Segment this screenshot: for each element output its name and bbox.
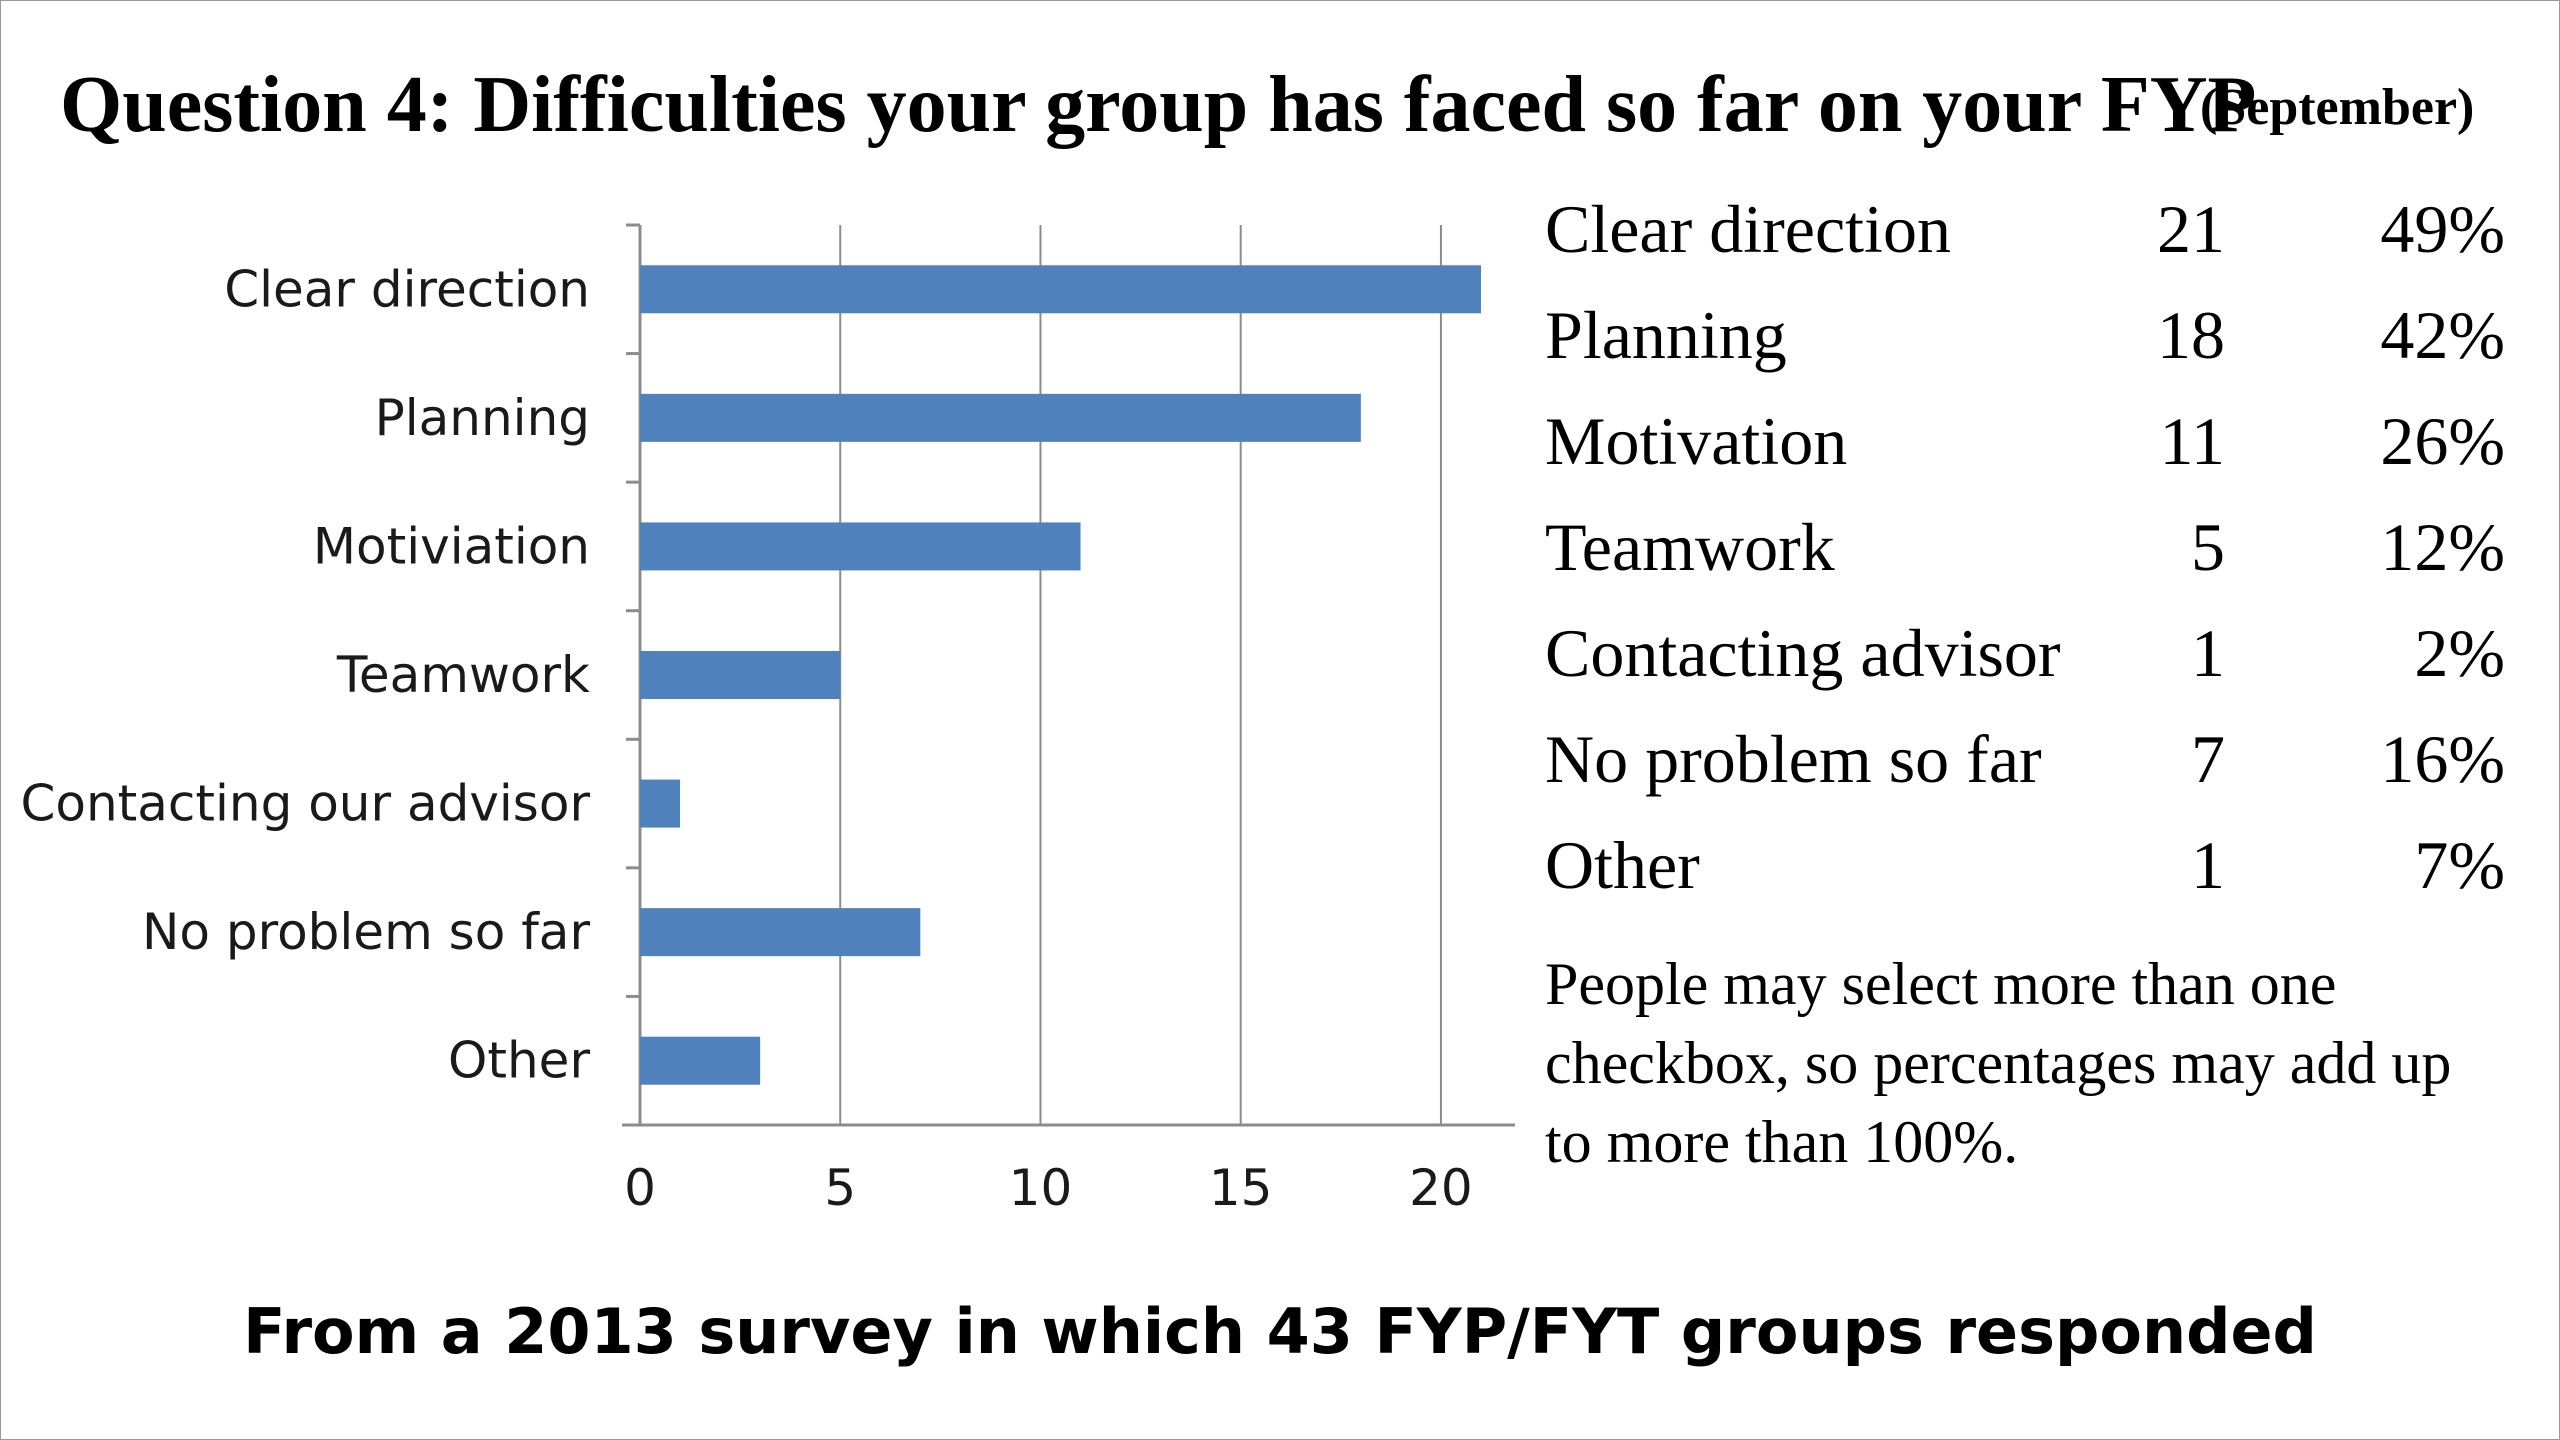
bar bbox=[640, 1036, 761, 1085]
table-row: Other 1 7% bbox=[1545, 826, 2505, 932]
bar bbox=[640, 779, 681, 828]
category-label: Planning bbox=[375, 389, 590, 447]
bar bbox=[640, 393, 1361, 442]
x-tick-label: 0 bbox=[624, 1159, 656, 1217]
row-percent: 42% bbox=[2380, 297, 2505, 373]
x-tick-label: 20 bbox=[1409, 1159, 1473, 1217]
row-count: 5 bbox=[2191, 509, 2225, 585]
row-label: Teamwork bbox=[1545, 509, 1835, 585]
bar-chart: Clear direction Planning Motiviation Teamwo… bbox=[20, 223, 1515, 1217]
x-tick-label: 5 bbox=[824, 1159, 856, 1217]
category-label: Teamwork bbox=[336, 646, 590, 704]
row-label: Other bbox=[1545, 827, 1700, 903]
row-label: Clear direction bbox=[1545, 191, 1951, 267]
row-label: No problem so far bbox=[1545, 721, 2042, 797]
row-count: 21 bbox=[2157, 191, 2225, 267]
table-row: No problem so far 7 16% bbox=[1545, 720, 2505, 826]
bar bbox=[640, 522, 1081, 571]
row-percent: 2% bbox=[2414, 615, 2505, 691]
category-label: Other bbox=[448, 1032, 590, 1090]
row-percent: 7% bbox=[2414, 827, 2505, 903]
x-tick-labels: 0 5 10 15 20 bbox=[624, 1159, 1473, 1217]
x-tick-label: 15 bbox=[1209, 1159, 1273, 1217]
chart-title: Question 4: Difficulties your group has … bbox=[60, 61, 2257, 149]
chart-subtitle: (September) bbox=[2200, 79, 2475, 136]
table-row: Clear direction 21 49% bbox=[1545, 190, 2505, 296]
bar bbox=[640, 651, 841, 699]
row-percent: 12% bbox=[2380, 509, 2505, 585]
row-count: 18 bbox=[2157, 297, 2225, 373]
table-row: Contacting advisor 1 2% bbox=[1545, 614, 2505, 720]
category-label: Motiviation bbox=[313, 517, 590, 575]
source-caption: From a 2013 survey in which 43 FYP/FYT g… bbox=[243, 1295, 2317, 1368]
category-label: No problem so far bbox=[142, 903, 590, 961]
bar bbox=[640, 908, 921, 957]
category-label: Contacting our advisor bbox=[20, 775, 590, 833]
row-count: 11 bbox=[2159, 403, 2225, 479]
row-label: Motivation bbox=[1545, 403, 1848, 479]
row-count: 1 bbox=[2191, 615, 2225, 691]
category-label: Clear direction bbox=[224, 260, 590, 318]
table-row: Motivation 11 26% bbox=[1545, 402, 2505, 508]
table-row: Teamwork 5 12% bbox=[1545, 508, 2505, 614]
grid-lines bbox=[839, 225, 1442, 1125]
category-labels: Clear direction Planning Motiviation Teamwo… bbox=[20, 260, 590, 1089]
row-percent: 49% bbox=[2380, 191, 2505, 267]
row-percent: 26% bbox=[2380, 403, 2505, 479]
row-label: Planning bbox=[1545, 297, 1787, 373]
bar-series bbox=[640, 265, 1481, 1085]
row-label: Contacting advisor bbox=[1545, 615, 2061, 691]
x-tick-label: 10 bbox=[1009, 1159, 1073, 1217]
data-table: Clear direction 21 49% Planning 18 42% M… bbox=[1545, 190, 2505, 932]
row-percent: 16% bbox=[2380, 721, 2505, 797]
table-row: Planning 18 42% bbox=[1545, 296, 2505, 402]
row-count: 7 bbox=[2191, 721, 2225, 797]
row-count: 1 bbox=[2191, 827, 2225, 903]
footnote: People may select more than one checkbox… bbox=[1545, 951, 2452, 1175]
bar bbox=[640, 265, 1481, 314]
